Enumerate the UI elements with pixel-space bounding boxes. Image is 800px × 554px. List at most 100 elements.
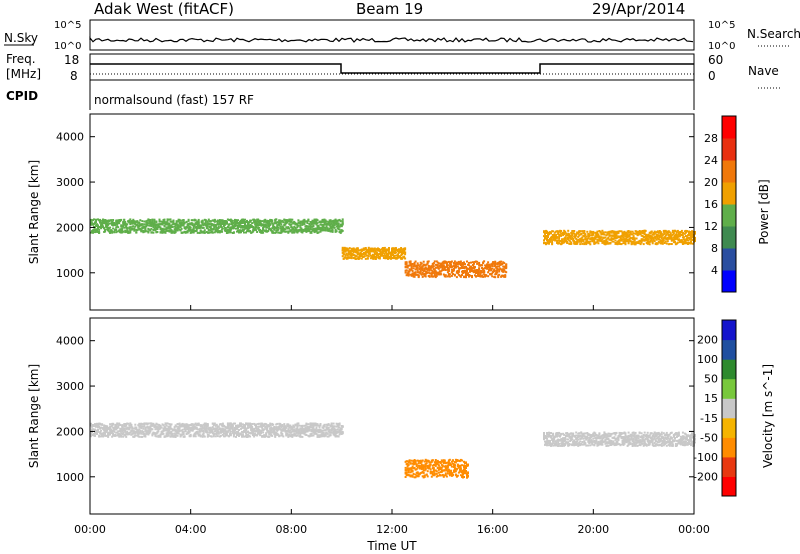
data-cell [183,222,186,225]
data-cell [92,424,94,426]
freq-panel: Freq. [MHz] 18 8 60 0 Nave [6,52,780,89]
data-cell [670,238,673,241]
data-cell [146,423,149,426]
data-cell [410,268,413,271]
data-cell [413,275,416,278]
data-cell [404,248,407,251]
data-cell [315,230,318,233]
data-cell [151,218,154,221]
data-cell [632,240,635,243]
data-cell [570,238,573,240]
data-cell [217,225,220,228]
data-cell [496,269,499,272]
data-cell [640,234,643,237]
data-cell [495,266,498,269]
data-cell [322,225,325,228]
data-cell [433,260,436,263]
data-cell [94,428,96,431]
data-cell [275,426,278,429]
data-cell [198,231,201,234]
data-cell [333,224,336,226]
data-cell [122,225,125,227]
data-cell [142,226,145,229]
data-cell [383,248,386,251]
data-cell [239,222,241,225]
data-cell [482,267,485,270]
data-cell [191,222,194,225]
noise-right-tick-top: 10^5 [708,20,735,31]
data-cell [368,253,371,256]
data-cell [635,237,638,240]
data-cell [315,223,318,226]
power-data [90,218,696,279]
data-cell [139,219,142,222]
data-cell [422,260,425,263]
data-cell [172,222,175,225]
data-cell [314,428,317,431]
data-cell [137,424,140,427]
data-cell [356,251,359,254]
data-cell [249,422,252,425]
data-cell [503,269,506,272]
data-cell [435,260,438,263]
data-cell [165,226,168,229]
data-cell [561,239,564,242]
data-cell [462,263,464,266]
colorbar-segment [722,248,736,271]
data-cell [127,427,130,430]
data-cell [202,423,205,426]
data-cell [303,218,306,221]
data-cell [331,230,334,233]
data-cell [123,226,126,229]
data-cell [301,222,304,225]
data-cell [109,423,112,426]
data-cell [270,426,273,429]
data-cell [663,242,666,244]
data-cell [211,422,214,425]
data-cell [252,226,255,228]
data-cell [126,229,129,232]
data-cell [167,218,170,221]
data-cell [285,226,288,229]
data-cell [293,225,296,228]
data-cell [303,223,306,226]
cpid-label: CPID [6,89,38,103]
data-cell [170,224,173,227]
data-cell [175,425,178,428]
data-cell [550,232,552,235]
nave-tick-bottom: 0 [708,69,716,83]
data-cell [178,424,181,427]
mhz-label: [MHz] [6,67,41,81]
data-cell [202,430,205,433]
data-cell [260,430,263,433]
data-cell [478,268,481,271]
data-cell [162,231,165,234]
data-cell [217,428,220,431]
data-cell [505,263,508,266]
data-cell [633,237,636,240]
data-cell [279,225,282,228]
data-cell [219,221,222,224]
data-cell [244,424,246,426]
data-cell [325,426,328,429]
data-cell [316,219,319,222]
data-cell [548,242,550,245]
data-cell [382,254,385,257]
data-cell [107,223,110,226]
data-cell [130,430,133,433]
data-cell [308,225,311,228]
data-cell [410,265,413,268]
data-cell [327,427,330,430]
data-cell [323,223,326,226]
data-cell [340,224,343,227]
data-cell [569,240,572,243]
data-cell [119,424,122,426]
data-cell [673,241,676,244]
data-cell [145,429,148,432]
data-cell [220,430,223,433]
data-cell [112,433,115,435]
data-cell [594,237,597,240]
data-cell [401,257,404,260]
data-cell [275,218,278,221]
data-cell [652,238,655,241]
